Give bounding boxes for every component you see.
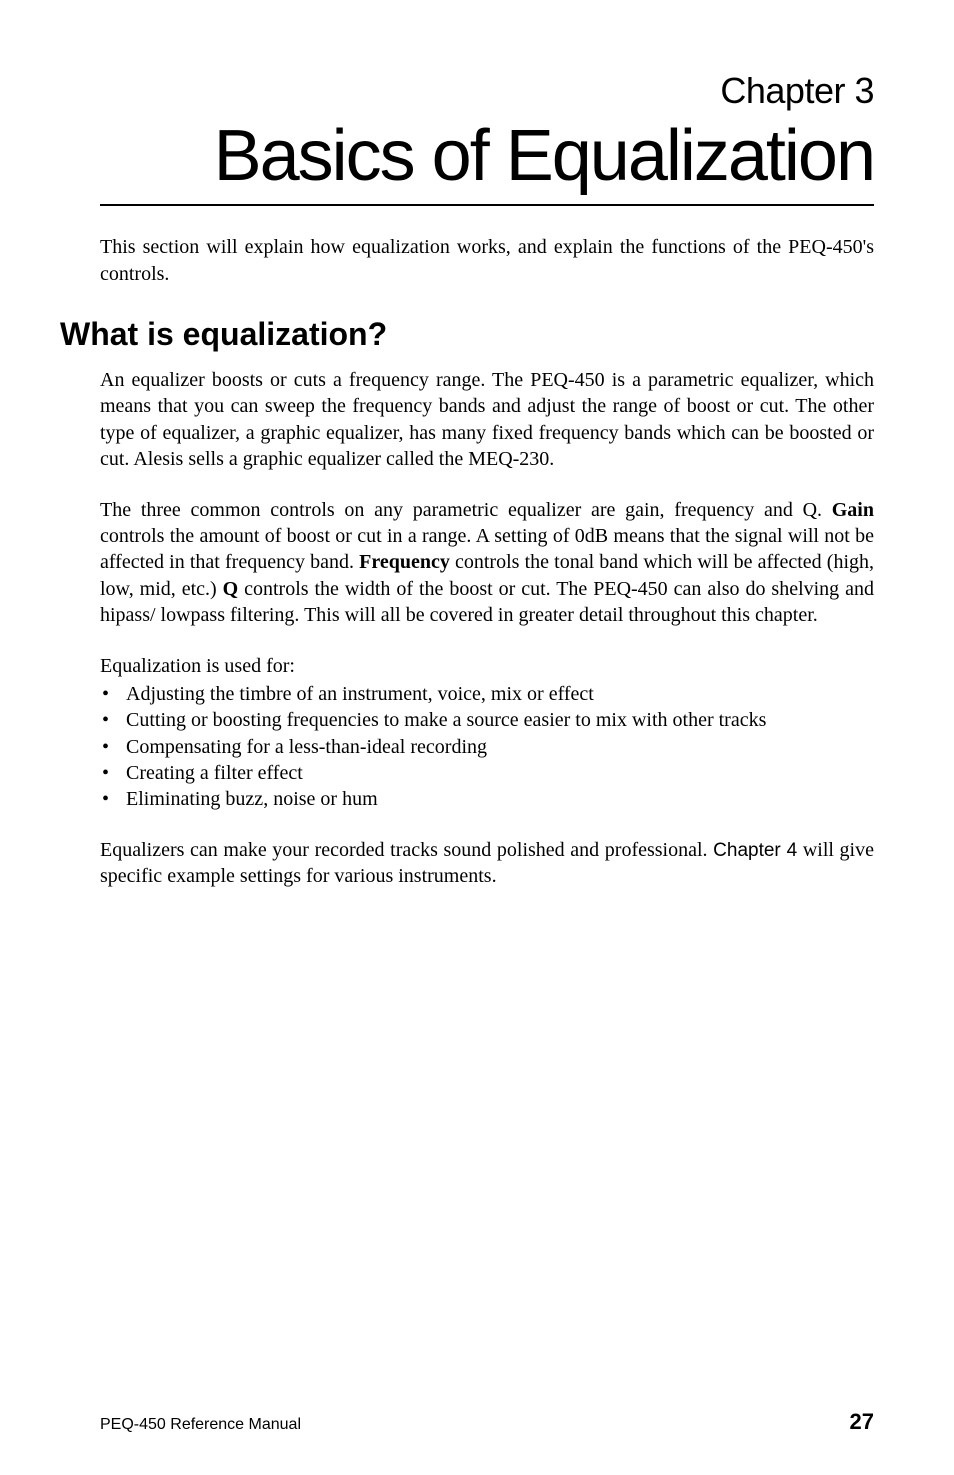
list-item: Eliminating buzz, noise or hum: [100, 786, 874, 812]
page-footer: PEQ-450 Reference Manual 27: [100, 1409, 874, 1435]
body-paragraph-2: The three common controls on any paramet…: [100, 497, 874, 629]
frequency-term: Frequency: [359, 551, 450, 573]
list-item: Cutting or boosting frequencies to make …: [100, 707, 874, 733]
para2-text-pre: The three common controls on any paramet…: [100, 499, 832, 521]
chapter-reference: Chapter 4: [713, 840, 797, 861]
closing-paragraph: Equalizers can make your recorded tracks…: [100, 837, 874, 890]
bullet-list: Adjusting the timbre of an instrument, v…: [100, 681, 874, 813]
body-paragraph-1: An equalizer boosts or cuts a frequency …: [100, 367, 874, 473]
list-intro: Equalization is used for:: [100, 653, 874, 679]
list-item: Compensating for a less-than-ideal recor…: [100, 734, 874, 760]
chapter-label: Chapter 3: [100, 70, 874, 112]
intro-paragraph: This section will explain how equalizati…: [100, 234, 874, 288]
chapter-title: Basics of Equalization: [100, 120, 874, 192]
section-heading: What is equalization?: [60, 316, 874, 353]
list-item: Adjusting the timbre of an instrument, v…: [100, 681, 874, 707]
gain-term: Gain: [832, 499, 874, 521]
footer-page-number: 27: [850, 1409, 874, 1435]
title-rule: [100, 204, 874, 206]
closing-text-pre: Equalizers can make your recorded tracks…: [100, 839, 713, 861]
q-term: Q: [223, 578, 239, 600]
list-item: Creating a filter effect: [100, 760, 874, 786]
footer-manual-title: PEQ-450 Reference Manual: [100, 1416, 301, 1434]
